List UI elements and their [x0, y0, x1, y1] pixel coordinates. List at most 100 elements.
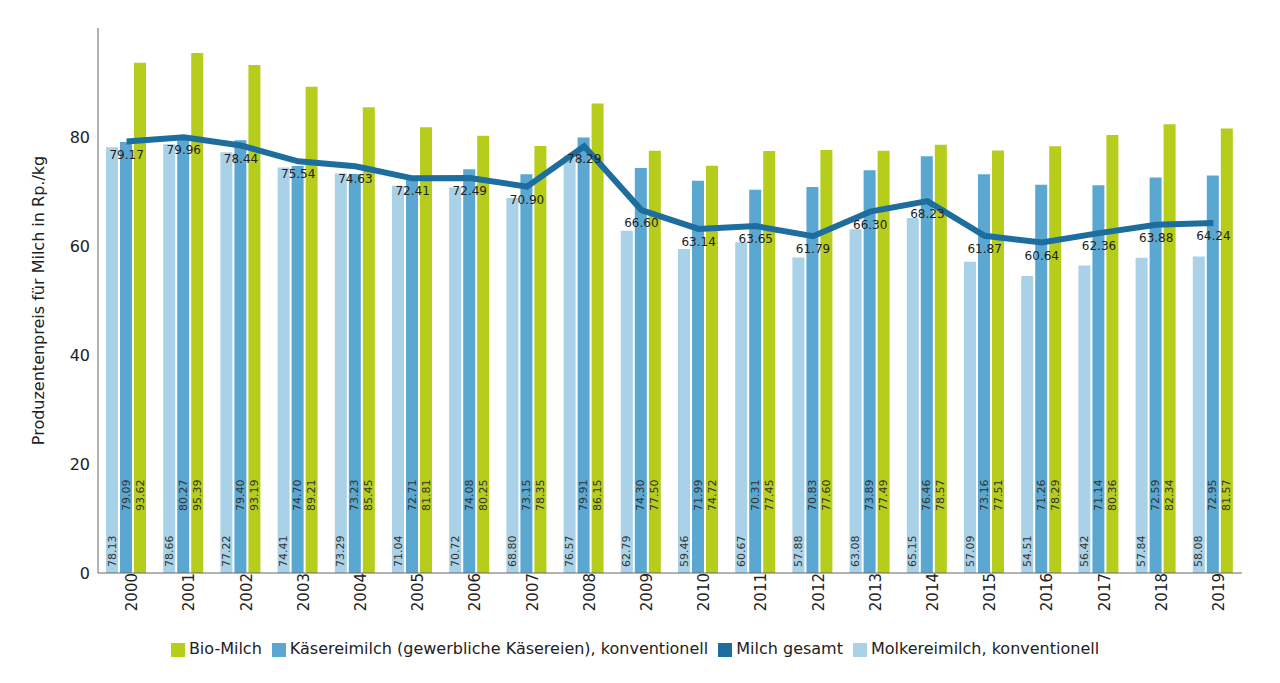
svg-text:54.51: 54.51 — [1021, 536, 1034, 568]
svg-text:72.71: 72.71 — [406, 480, 419, 512]
svg-text:79.17: 79.17 — [109, 148, 143, 162]
svg-text:95.39: 95.39 — [191, 480, 204, 512]
svg-text:77.50: 77.50 — [648, 480, 661, 512]
svg-text:2015: 2015 — [981, 573, 999, 611]
svg-text:2006: 2006 — [466, 573, 484, 611]
svg-text:2018: 2018 — [1153, 573, 1171, 611]
svg-text:57.88: 57.88 — [792, 536, 805, 568]
svg-text:57.84: 57.84 — [1135, 536, 1148, 568]
svg-text:62.79: 62.79 — [620, 536, 633, 568]
svg-text:71.04: 71.04 — [392, 536, 405, 568]
svg-text:2019: 2019 — [1210, 573, 1228, 611]
svg-text:80.36: 80.36 — [1106, 480, 1119, 512]
svg-text:61.87: 61.87 — [967, 242, 1001, 256]
svg-text:60: 60 — [70, 237, 90, 256]
svg-text:77.22: 77.22 — [220, 536, 233, 568]
svg-text:71.14: 71.14 — [1092, 480, 1105, 512]
svg-text:58.08: 58.08 — [1192, 536, 1205, 568]
svg-text:62.36: 62.36 — [1082, 239, 1116, 253]
svg-text:76.46: 76.46 — [920, 480, 933, 512]
svg-text:57.09: 57.09 — [964, 536, 977, 568]
svg-text:70.83: 70.83 — [806, 480, 819, 512]
svg-text:78.29: 78.29 — [567, 152, 601, 166]
svg-text:80.27: 80.27 — [177, 480, 190, 512]
svg-text:60.64: 60.64 — [1025, 249, 1059, 263]
svg-text:93.19: 93.19 — [248, 480, 261, 512]
svg-text:77.45: 77.45 — [763, 480, 776, 512]
svg-text:63.14: 63.14 — [681, 235, 715, 249]
svg-text:66.60: 66.60 — [624, 216, 658, 230]
svg-text:2010: 2010 — [695, 573, 713, 611]
svg-text:74.08: 74.08 — [463, 480, 476, 512]
svg-text:71.99: 71.99 — [692, 480, 705, 512]
svg-text:2008: 2008 — [581, 573, 599, 611]
svg-text:2013: 2013 — [867, 573, 885, 611]
svg-text:59.46: 59.46 — [678, 536, 691, 568]
svg-text:78.29: 78.29 — [1049, 480, 1062, 512]
svg-text:76.57: 76.57 — [563, 536, 576, 568]
svg-text:86.15: 86.15 — [591, 480, 604, 512]
svg-text:79.40: 79.40 — [234, 480, 247, 512]
svg-text:2016: 2016 — [1038, 573, 1056, 611]
svg-text:73.15: 73.15 — [520, 480, 533, 512]
svg-text:2001: 2001 — [180, 573, 198, 611]
svg-text:78.66: 78.66 — [163, 536, 176, 568]
svg-text:63.88: 63.88 — [1139, 231, 1173, 245]
svg-text:78.13: 78.13 — [106, 536, 119, 568]
svg-text:70.72: 70.72 — [449, 536, 462, 568]
svg-text:78.44: 78.44 — [224, 152, 258, 166]
svg-text:2007: 2007 — [524, 573, 542, 611]
svg-text:63.65: 63.65 — [739, 232, 773, 246]
svg-text:72.95: 72.95 — [1206, 480, 1219, 512]
svg-text:Produzentenpreis für Milch in: Produzentenpreis für Milch in Rp./kg — [29, 156, 48, 445]
svg-text:79.91: 79.91 — [577, 480, 590, 512]
svg-text:77.51: 77.51 — [992, 480, 1005, 512]
svg-text:77.60: 77.60 — [820, 480, 833, 512]
svg-text:2014: 2014 — [924, 573, 942, 611]
svg-text:80: 80 — [70, 128, 90, 147]
svg-text:71.26: 71.26 — [1035, 480, 1048, 512]
svg-text:78.35: 78.35 — [534, 480, 547, 512]
svg-text:89.21: 89.21 — [305, 480, 318, 512]
svg-text:2009: 2009 — [638, 573, 656, 611]
svg-text:70.90: 70.90 — [510, 193, 544, 207]
svg-text:2003: 2003 — [295, 573, 313, 611]
svg-text:93.62: 93.62 — [134, 480, 147, 512]
svg-text:56.42: 56.42 — [1078, 536, 1091, 568]
svg-text:74.63: 74.63 — [338, 172, 372, 186]
svg-text:73.29: 73.29 — [334, 536, 347, 568]
svg-text:2011: 2011 — [752, 573, 770, 611]
svg-text:78.57: 78.57 — [934, 480, 947, 512]
svg-text:73.89: 73.89 — [863, 480, 876, 512]
svg-text:80.25: 80.25 — [477, 480, 490, 512]
svg-text:79.96: 79.96 — [167, 143, 201, 157]
svg-text:81.57: 81.57 — [1220, 480, 1233, 512]
svg-text:85.45: 85.45 — [362, 480, 375, 512]
svg-text:74.30: 74.30 — [634, 480, 647, 512]
svg-text:2000: 2000 — [123, 573, 141, 611]
svg-text:65.15: 65.15 — [906, 536, 919, 568]
svg-text:64.24: 64.24 — [1196, 229, 1230, 243]
svg-text:70.31: 70.31 — [749, 480, 762, 512]
svg-text:72.41: 72.41 — [395, 184, 429, 198]
svg-text:82.34: 82.34 — [1163, 480, 1176, 512]
svg-text:77.49: 77.49 — [877, 480, 890, 512]
svg-text:66.30: 66.30 — [853, 218, 887, 232]
svg-text:63.08: 63.08 — [849, 536, 862, 568]
svg-text:2002: 2002 — [238, 573, 256, 611]
svg-text:60.67: 60.67 — [735, 536, 748, 568]
svg-text:72.59: 72.59 — [1149, 480, 1162, 512]
svg-text:74.70: 74.70 — [291, 480, 304, 512]
svg-text:74.72: 74.72 — [706, 480, 719, 512]
svg-text:68.23: 68.23 — [910, 207, 944, 221]
svg-text:40: 40 — [70, 346, 90, 365]
svg-text:68.80: 68.80 — [506, 536, 519, 568]
svg-text:2012: 2012 — [810, 573, 828, 611]
svg-text:20: 20 — [70, 455, 90, 474]
svg-text:79.09: 79.09 — [120, 480, 133, 512]
svg-text:72.49: 72.49 — [453, 184, 487, 198]
svg-text:81.81: 81.81 — [420, 480, 433, 512]
svg-text:61.79: 61.79 — [796, 242, 830, 256]
svg-text:73.16: 73.16 — [978, 480, 991, 512]
svg-text:73.23: 73.23 — [348, 480, 361, 512]
